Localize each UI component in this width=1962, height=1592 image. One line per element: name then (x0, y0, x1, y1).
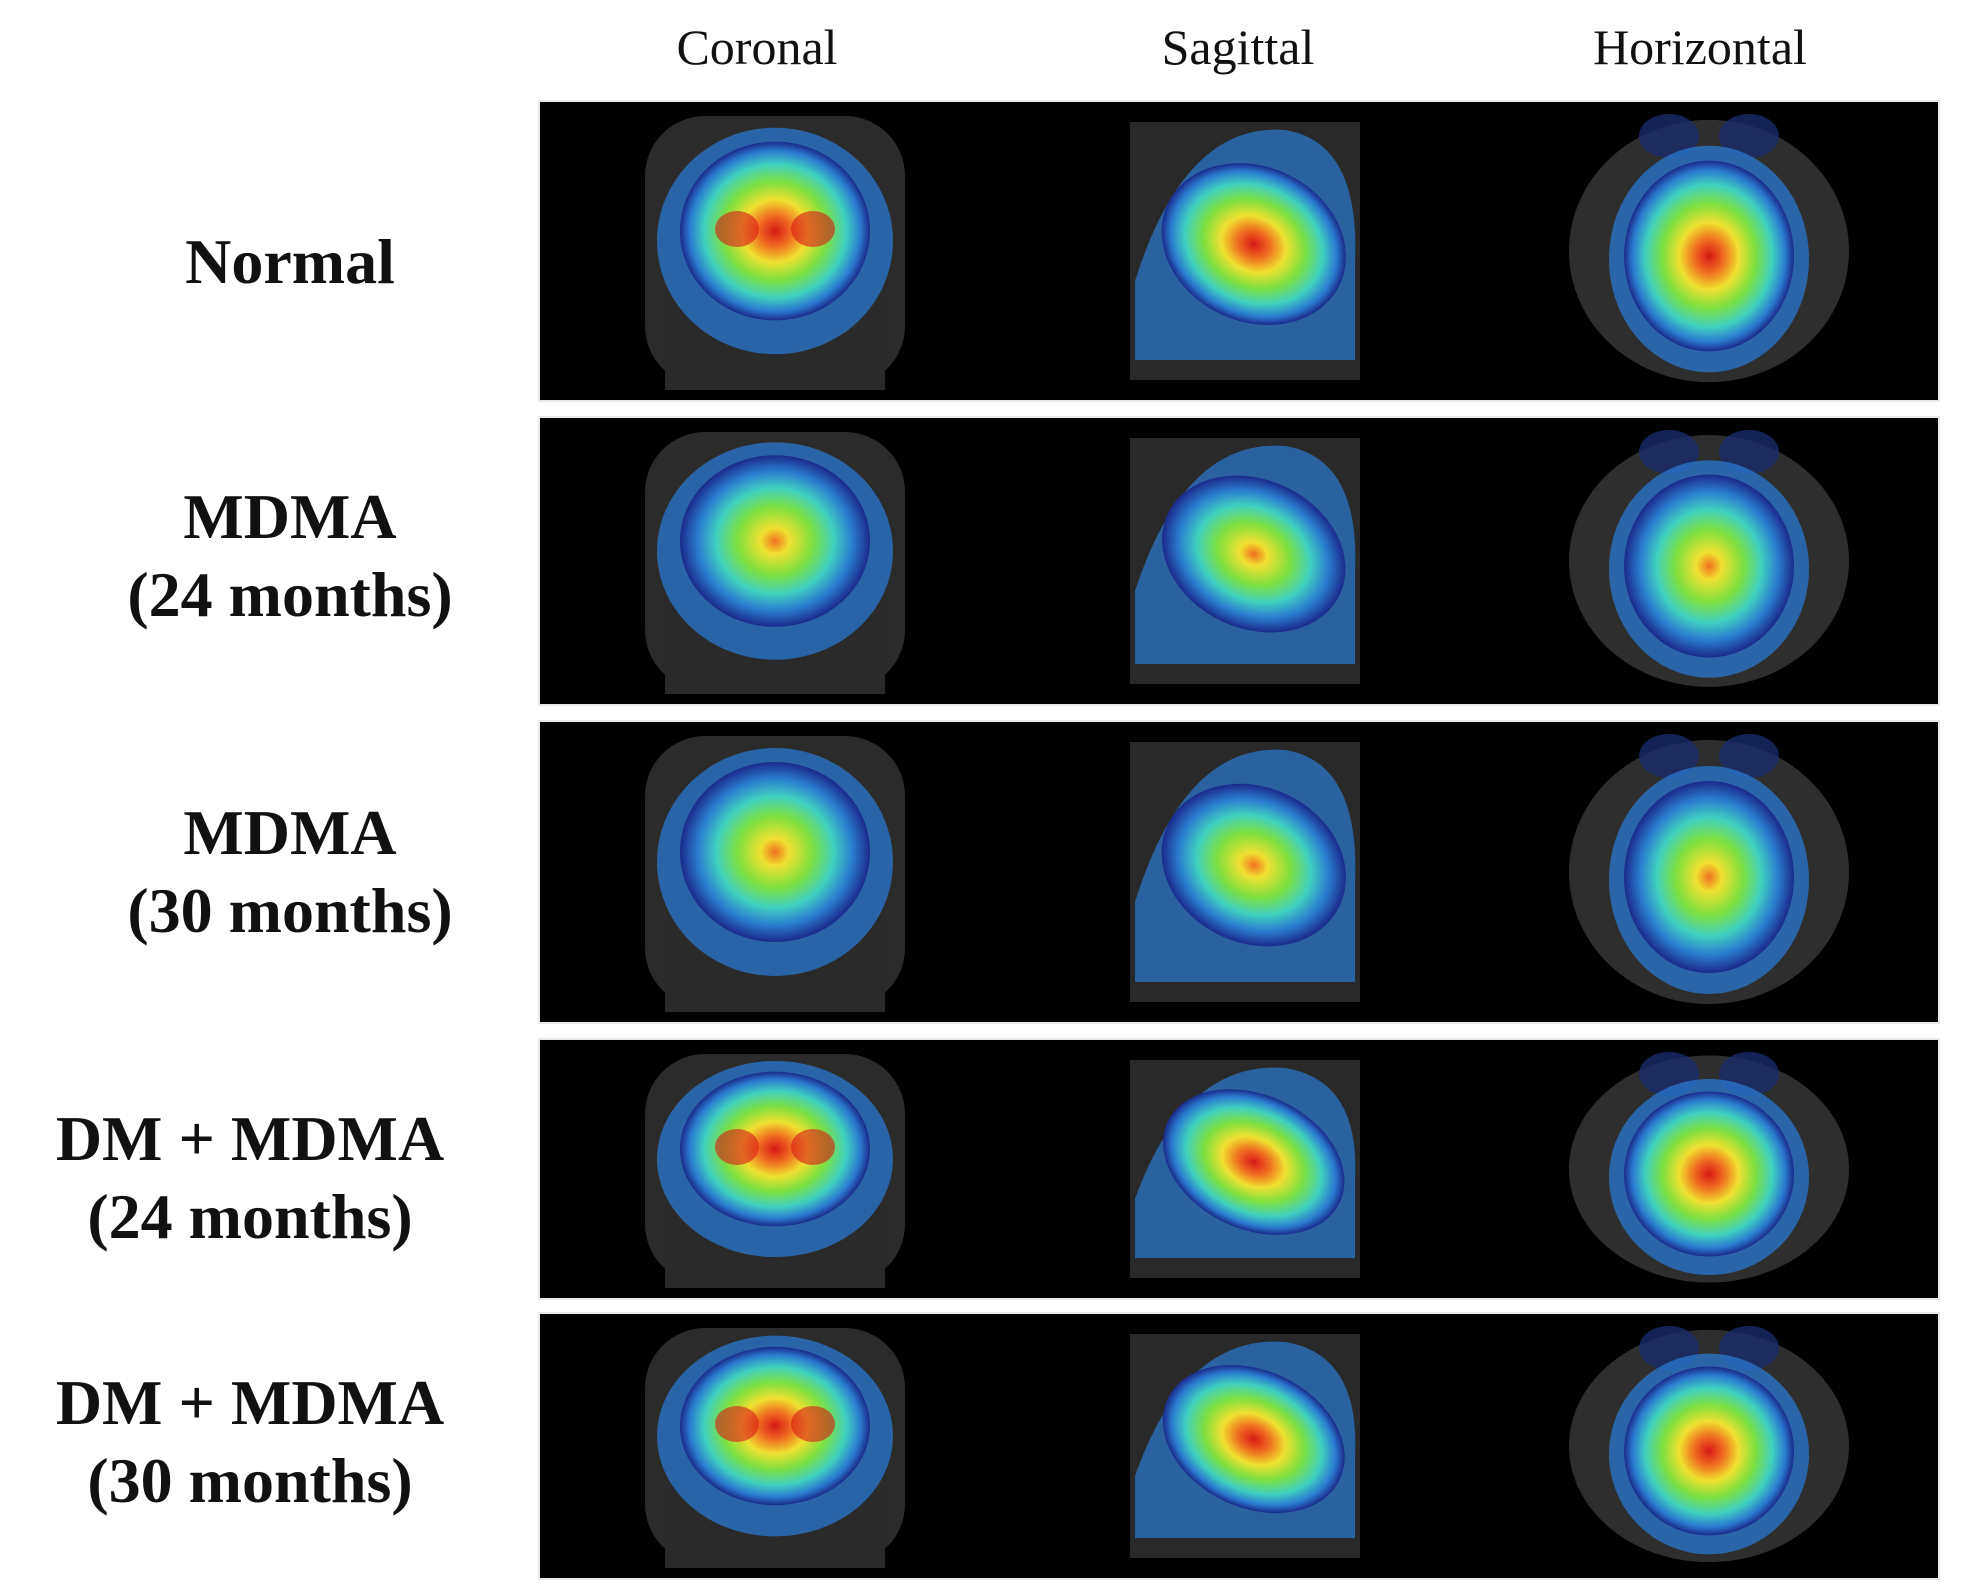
row-label-line1: DM + MDMA (55, 1367, 445, 1438)
scan-horizontal (1480, 1314, 1938, 1578)
scan-horizontal (1480, 102, 1938, 400)
row-label-dm-mdma-30: DM + MDMA (30 months) (0, 1364, 500, 1520)
column-header-sagittal: Sagittal (1161, 19, 1315, 75)
scan-coronal (540, 102, 1010, 400)
row-label-line2: (30 months) (127, 875, 453, 946)
scan-horizontal (1480, 722, 1938, 1022)
scan-sagittal (1010, 1040, 1480, 1298)
scan-coronal (540, 1314, 1010, 1578)
row-label-mdma-30: MDMA (30 months) (40, 794, 540, 950)
row-label-dm-mdma-24: DM + MDMA (24 months) (0, 1100, 500, 1256)
scan-horizontal (1480, 1040, 1938, 1298)
image-row-mdma-30 (540, 722, 1938, 1022)
row-label-line2: (24 months) (127, 559, 453, 630)
scan-sagittal (1010, 722, 1480, 1022)
image-row-dm-mdma-24 (540, 1040, 1938, 1298)
column-header-coronal: Coronal (676, 19, 838, 75)
scan-coronal (540, 722, 1010, 1022)
row-label-line2: (30 months) (87, 1445, 413, 1516)
scan-sagittal (1010, 418, 1480, 704)
image-row-mdma-24 (540, 418, 1938, 704)
row-label-line1: MDMA (183, 797, 397, 868)
row-label-mdma-24: MDMA (24 months) (40, 478, 540, 634)
scan-sagittal (1010, 102, 1480, 400)
row-label-line1: MDMA (183, 481, 397, 552)
image-row-dm-mdma-30 (540, 1314, 1938, 1578)
scan-coronal (540, 1040, 1010, 1298)
image-row-normal (540, 102, 1938, 400)
row-label-line1: DM + MDMA (55, 1103, 445, 1174)
row-label-line2: (24 months) (87, 1181, 413, 1252)
scan-coronal (540, 418, 1010, 704)
column-header-horizontal: Horizontal (1593, 19, 1807, 75)
scan-horizontal (1480, 418, 1938, 704)
row-label-line1: Normal (185, 226, 395, 297)
row-label-normal: Normal (40, 223, 540, 301)
scan-sagittal (1010, 1314, 1480, 1578)
